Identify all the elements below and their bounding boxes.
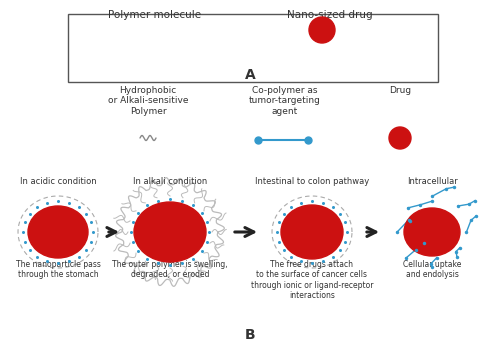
Text: Co-polymer as
tumor-targeting
agent: Co-polymer as tumor-targeting agent: [249, 86, 321, 116]
Circle shape: [389, 127, 411, 149]
Ellipse shape: [134, 202, 206, 262]
Ellipse shape: [281, 205, 343, 259]
Text: A: A: [244, 68, 256, 82]
Circle shape: [309, 17, 335, 43]
Text: Intestinal to colon pathway: Intestinal to colon pathway: [255, 177, 369, 186]
Text: In alkali condition: In alkali condition: [133, 177, 207, 186]
Text: Drug: Drug: [389, 86, 411, 95]
Bar: [68, 14, 438, 82]
Text: The nanoparticle pass
through the stomach: The nanoparticle pass through the stomac…: [16, 260, 100, 280]
Text: Intracellular: Intracellular: [406, 177, 458, 186]
Text: Nano-sized drug: Nano-sized drug: [287, 10, 373, 20]
Text: In acidic condition: In acidic condition: [20, 177, 96, 186]
Text: The outer polymer is swelling,
degraded, or eroded: The outer polymer is swelling, degraded,…: [112, 260, 228, 280]
Text: Hydrophobic
or Alkali-sensitive
Polymer: Hydrophobic or Alkali-sensitive Polymer: [108, 86, 188, 116]
Ellipse shape: [404, 208, 460, 256]
Ellipse shape: [28, 206, 88, 258]
Text: B: B: [244, 328, 256, 342]
Text: Polymer molecule: Polymer molecule: [108, 10, 202, 20]
Text: Cellular uptake
and endolysis: Cellular uptake and endolysis: [403, 260, 461, 280]
Text: The free drugs attach
to the surface of cancer cells
through ionic or ligand-rec: The free drugs attach to the surface of …: [251, 260, 373, 300]
